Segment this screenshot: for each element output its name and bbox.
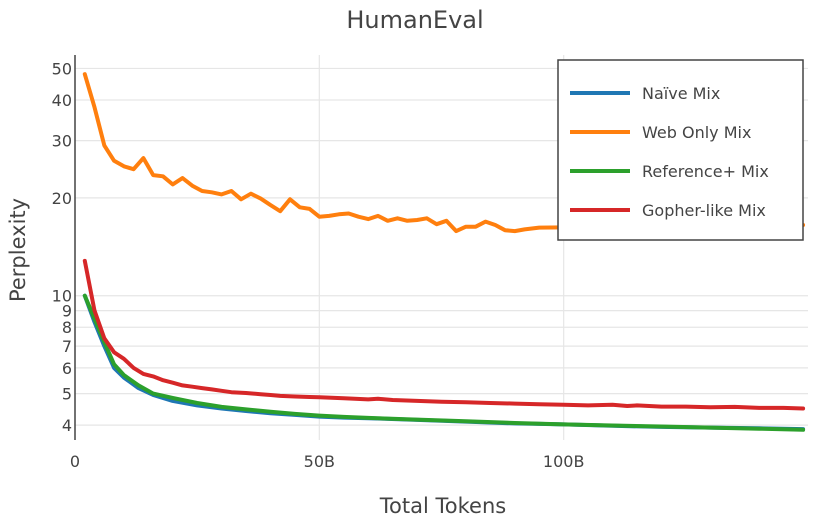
y-tick-label: 30 [52,132,72,151]
series-line-0 [82,293,806,432]
y-tick-label: 9 [62,302,72,321]
series-line-3 [82,258,806,411]
legend-label: Web Only Mix [642,123,751,142]
legend: Naïve Mix Web Only Mix Reference+ Mix Gophe… [557,59,804,241]
x-tick-label: 100B [543,452,585,471]
x-tick-label: 0 [70,452,80,471]
legend-label: Naïve Mix [642,84,720,103]
legend-label: Gopher-like Mix [642,201,766,220]
y-tick-label: 4 [62,416,72,435]
y-tick-label: 5 [62,385,72,404]
series-line-2 [82,293,806,432]
x-axis-title: Total Tokens [379,494,506,518]
series-line-1 [82,72,806,234]
y-tick-label: 20 [52,189,72,208]
x-tick-label: 50B [304,452,335,471]
legend-label: Reference+ Mix [642,162,769,181]
y-axis-title: Perplexity [6,198,30,302]
y-tick-label: 50 [52,59,72,78]
y-tick-label: 10 [52,287,72,306]
chart-title: HumanEval [346,6,483,34]
series-group [82,72,806,432]
y-tick-label: 7 [62,337,72,356]
y-tick-label: 8 [62,318,72,337]
y-tick-label: 40 [52,91,72,110]
y-tick-label: 6 [62,359,72,378]
